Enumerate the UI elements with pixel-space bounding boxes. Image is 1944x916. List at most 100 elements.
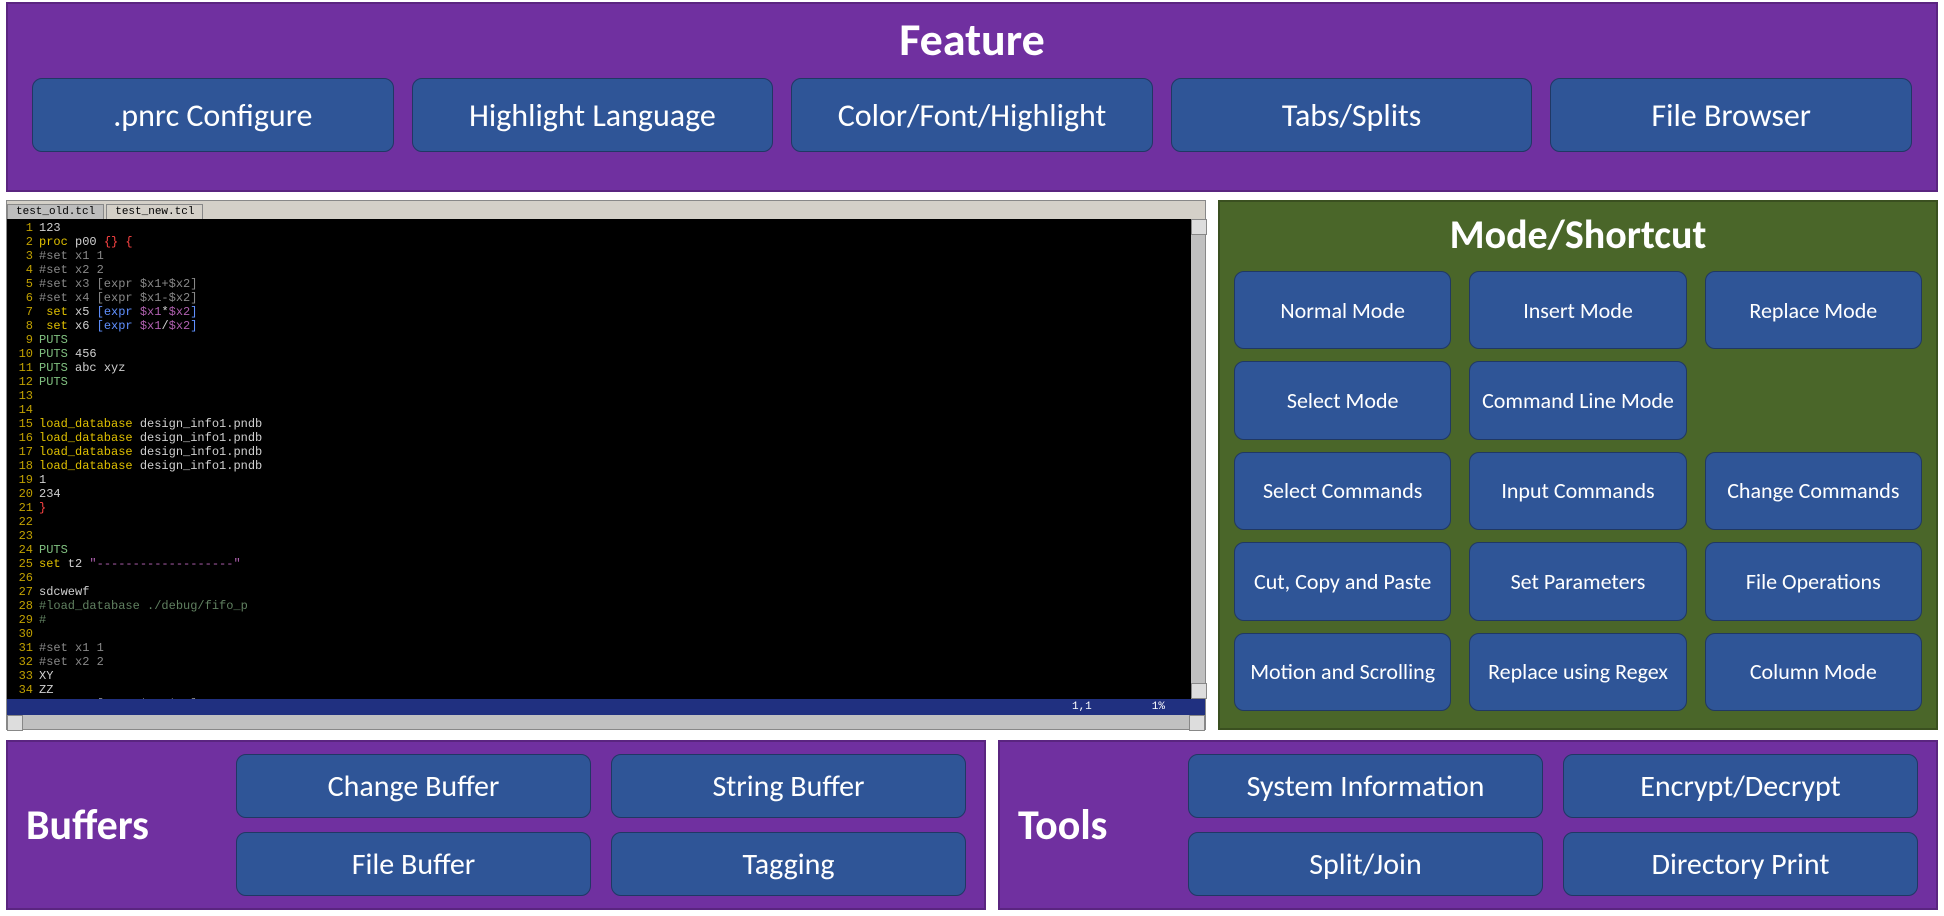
code-line: 28#load_database ./debug/fifo_p [11, 599, 1201, 613]
buffers-grid: Change Buffer String Buffer File Buffer … [236, 754, 966, 896]
mode-btn[interactable]: Change Commands [1705, 452, 1922, 530]
code-token: PUTS [39, 361, 68, 375]
code-token: $x1 [140, 305, 162, 319]
editor-code[interactable]: 11232proc p00 {} {3#set x1 14#set x2 25#… [7, 219, 1205, 699]
feature-btn-highlight-lang[interactable]: Highlight Language [412, 78, 774, 152]
code-line: 7 set x5 [expr $x1*$x2] [11, 305, 1201, 319]
tools-btn-splitjoin[interactable]: Split/Join [1188, 832, 1543, 896]
code-token: $x2 [169, 305, 191, 319]
line-number: 21 [11, 501, 33, 515]
mode-btn[interactable]: Column Mode [1705, 633, 1922, 711]
line-number: 27 [11, 585, 33, 599]
code-token: design_info1.pndb [133, 417, 263, 431]
code-line: 13 [11, 389, 1201, 403]
buffers-btn-file[interactable]: File Buffer [236, 832, 591, 896]
line-number: 22 [11, 515, 33, 529]
code-token: * [161, 305, 168, 319]
editor-hscrollbar[interactable] [7, 715, 1205, 729]
code-line: 31#set x1 1 [11, 641, 1201, 655]
tools-btn-dirprint[interactable]: Directory Print [1563, 832, 1918, 896]
mode-btn[interactable]: Input Commands [1469, 452, 1686, 530]
code-line: 29# [11, 613, 1201, 627]
code-line: 20 234 [11, 487, 1201, 501]
code-token: #set x4 [expr $x1-$x2] [39, 291, 197, 305]
feature-panel: Feature .pnrc Configure Highlight Langua… [6, 2, 1938, 192]
code-token: XY [39, 669, 53, 683]
code-token: #set x1 1 [39, 249, 104, 263]
feature-btn-pnrc[interactable]: .pnrc Configure [32, 78, 394, 152]
editor-tab[interactable]: test_new.tcl [106, 204, 203, 219]
code-token: #set x1 1 [39, 641, 104, 655]
code-token: load_database [39, 431, 133, 445]
code-line: 26 [11, 571, 1201, 585]
code-token: load_database [39, 445, 133, 459]
code-token: #load_database ./debug/fifo_p [39, 599, 248, 613]
code-token: PUTS [39, 333, 68, 347]
mode-btn[interactable]: Select Mode [1234, 361, 1451, 439]
code-token: sdcwewf [39, 585, 89, 599]
line-number: 34 [11, 683, 33, 697]
code-token: [expr [97, 305, 140, 319]
buffers-btn-change[interactable]: Change Buffer [236, 754, 591, 818]
code-line: 34 ZZ [11, 683, 1201, 697]
tools-btn-encrypt[interactable]: Encrypt/Decrypt [1563, 754, 1918, 818]
line-number: 23 [11, 529, 33, 543]
code-line: 24PUTS [11, 543, 1201, 557]
mode-title: Mode/Shortcut [1234, 210, 1922, 259]
code-token: t2 [61, 557, 90, 571]
code-line: 30 [11, 627, 1201, 641]
editor-tab[interactable]: test_old.tcl [7, 204, 104, 219]
mode-btn[interactable]: Replace using Regex [1469, 633, 1686, 711]
mode-btn[interactable]: File Operations [1705, 542, 1922, 620]
mode-btn[interactable]: Insert Mode [1469, 271, 1686, 349]
feature-btn-file-browser[interactable]: File Browser [1550, 78, 1912, 152]
code-token: 1 [39, 473, 46, 487]
code-token: #set x2 2 [39, 263, 104, 277]
buffers-btn-tagging[interactable]: Tagging [611, 832, 966, 896]
tools-btn-sysinfo[interactable]: System Information [1188, 754, 1543, 818]
line-number: 26 [11, 571, 33, 585]
code-token: 234 [39, 487, 61, 501]
buffers-btn-string[interactable]: String Buffer [611, 754, 966, 818]
code-token: ] [190, 319, 197, 333]
code-line: 191 [11, 473, 1201, 487]
code-token: load_database [39, 459, 133, 473]
mode-btn[interactable]: Motion and Scrolling [1234, 633, 1451, 711]
editor-vscrollbar[interactable] [1191, 219, 1205, 699]
line-number: 6 [11, 291, 33, 305]
code-line: 25set t2 "-------------------" [11, 557, 1201, 571]
code-token: ZZ [39, 683, 53, 697]
line-number: 15 [11, 417, 33, 431]
code-token: design_info1.pndb [133, 459, 263, 473]
line-number: 30 [11, 627, 33, 641]
mode-btn[interactable]: Select Commands [1234, 452, 1451, 530]
mode-btn[interactable]: Set Parameters [1469, 542, 1686, 620]
line-number: 35 [11, 697, 33, 699]
line-number: 33 [11, 669, 33, 683]
code-line: 10PUTS 456 [11, 347, 1201, 361]
code-line: 3#set x1 1 [11, 249, 1201, 263]
feature-btn-tabs-splits[interactable]: Tabs/Splits [1171, 78, 1533, 152]
feature-btn-color-font[interactable]: Color/Font/Highlight [791, 78, 1153, 152]
code-token: / [161, 319, 168, 333]
code-line: 6 #set x4 [expr $x1-$x2] [11, 291, 1201, 305]
mode-btn[interactable]: Replace Mode [1705, 271, 1922, 349]
code-token: load_database [39, 417, 133, 431]
mode-btn[interactable]: Command Line Mode [1469, 361, 1686, 439]
mode-btn[interactable]: Normal Mode [1234, 271, 1451, 349]
code-line: 33 XY [11, 669, 1201, 683]
code-line: 14 [11, 403, 1201, 417]
tools-panel: Tools System Information Encrypt/Decrypt… [998, 740, 1938, 910]
editor-status-pos: 1,1 [1072, 701, 1092, 713]
code-token: #set x3 [expr $x1+$x2] [39, 697, 197, 699]
code-line: 35 #set x3 [expr $x1+$x2] [11, 697, 1201, 699]
code-token: "-------------------" [89, 557, 240, 571]
line-number: 32 [11, 655, 33, 669]
mode-btn[interactable]: Cut, Copy and Paste [1234, 542, 1451, 620]
line-number: 20 [11, 487, 33, 501]
code-token: [expr [97, 319, 140, 333]
code-line: 15 load_database design_info1.pndb [11, 417, 1201, 431]
buffers-title: Buffers [26, 800, 216, 851]
code-token: PUTS [39, 347, 68, 361]
code-line: 5#set x3 [expr $x1+$x2] [11, 277, 1201, 291]
